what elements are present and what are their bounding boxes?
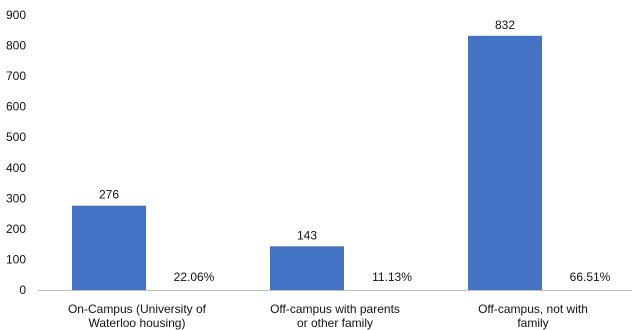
x-category-label: Waterloo housing) — [89, 316, 186, 330]
bar-value-label: 143 — [297, 228, 317, 242]
y-tick-label: 700 — [6, 69, 26, 83]
bar — [468, 35, 542, 291]
bars: 276 22.06% 143 11.13% 832 66.51% — [72, 18, 611, 291]
y-tick-label: 100 — [6, 252, 26, 266]
bar — [72, 205, 146, 290]
x-category-label: family — [517, 316, 548, 330]
y-tick-label: 900 — [6, 8, 26, 22]
x-category-label: Off-campus, not with — [478, 302, 588, 316]
y-tick-label: 200 — [6, 222, 26, 236]
y-tick-label: 500 — [6, 130, 26, 144]
bar-percent-label: 66.51% — [570, 270, 611, 284]
y-tick-label: 600 — [6, 100, 26, 114]
y-tick-label: 0 — [19, 283, 26, 297]
y-tick-label: 800 — [6, 39, 26, 53]
y-tick-label: 400 — [6, 161, 26, 175]
x-category-label: On-Campus (University of — [68, 302, 207, 316]
x-category-label: or other family — [297, 316, 373, 330]
bar-value-label: 276 — [99, 188, 119, 202]
bar-value-label: 832 — [495, 18, 515, 32]
y-axis: 0 100 200 300 400 500 600 700 800 900 — [6, 8, 26, 297]
y-tick-label: 300 — [6, 191, 26, 205]
x-category-label: Off-campus with parents — [270, 302, 400, 316]
bar — [270, 246, 344, 290]
bar-percent-label: 11.13% — [372, 270, 412, 284]
bar-percent-label: 22.06% — [174, 270, 215, 284]
